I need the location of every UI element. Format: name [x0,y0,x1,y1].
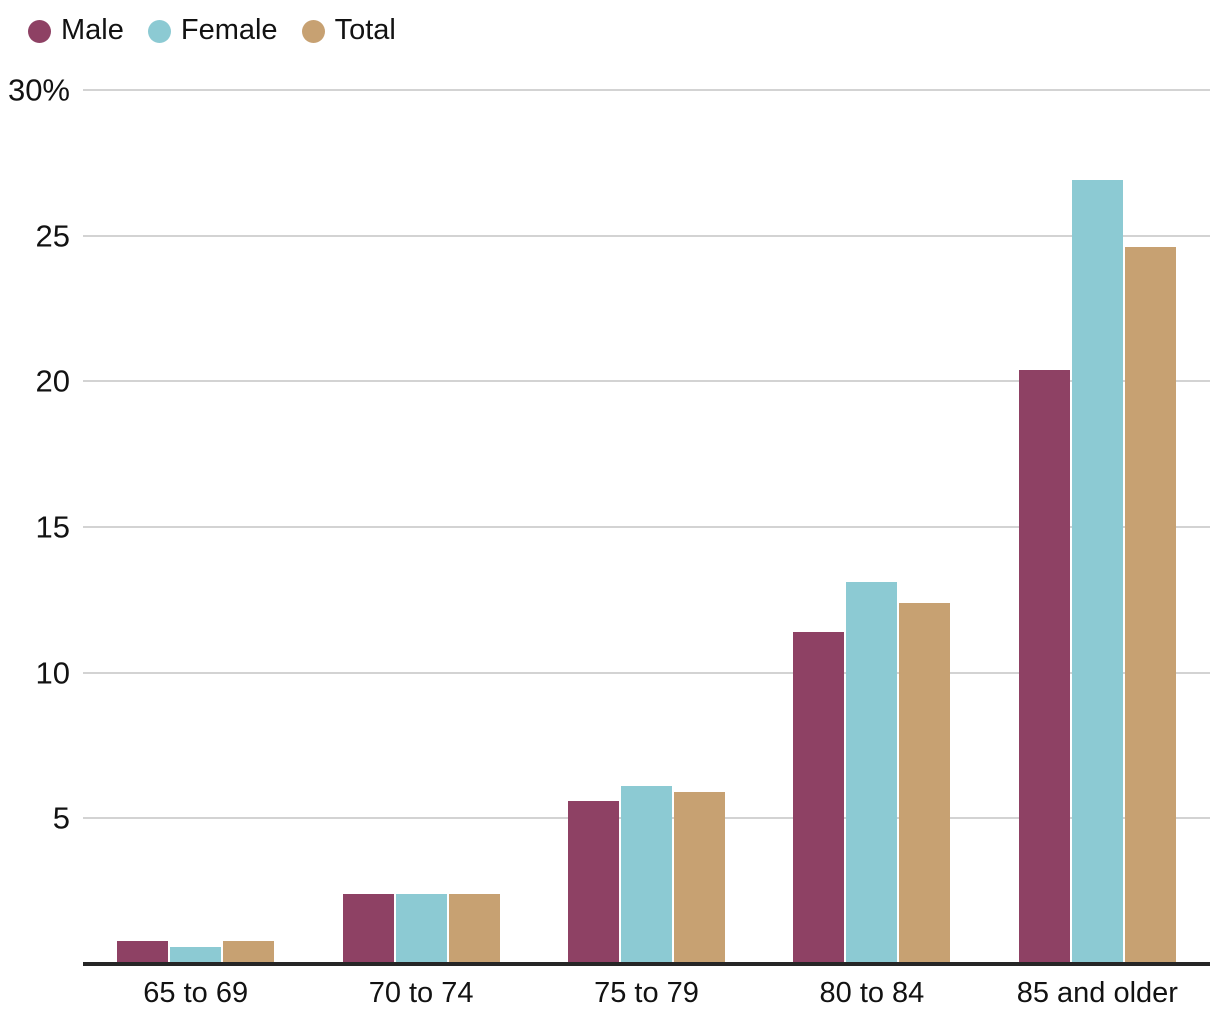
bar-group-65-to-69 [83,90,308,964]
legend-label: Male [61,14,124,46]
bar-total-65-to-69 [223,940,275,964]
bar-male-85-and-older [1018,369,1070,964]
bar-total-80-to-84 [899,602,951,964]
gridline-25 [83,234,1210,237]
legend-item-male: Male [28,16,124,47]
x-category-label: 85 and older [1016,977,1178,1009]
y-tick-label-15: 15 [35,509,70,545]
x-category-label: 65 to 69 [143,977,249,1009]
legend-item-total: Total [301,14,396,47]
bar-male-75-to-79 [568,800,620,964]
bar-total-85-and-older [1124,247,1176,964]
legend-dot-male [28,20,51,43]
bar-group-85-and-older [985,90,1210,964]
x-category-label: 70 to 74 [368,977,474,1009]
y-tick-label-20: 20 [35,363,70,399]
bar-female-85-and-older [1071,180,1123,964]
bar-male-80-to-84 [793,631,845,964]
legend-label: Female [180,14,278,46]
bar-female-70-to-74 [395,894,447,964]
x-category-label: 80 to 84 [819,977,925,1009]
bar-group-70-to-74 [308,90,533,964]
legend-item-female: Female [147,14,278,47]
bar-group-75-to-79 [534,90,759,964]
legend-dot-total [301,20,325,43]
bar-total-70-to-74 [448,894,500,964]
legend: Male Female Total [28,16,396,47]
bar-group-80-to-84 [759,90,984,964]
legend-label: Total [334,14,396,46]
gridline-10 [83,671,1210,674]
bar-female-75-to-79 [621,786,673,964]
x-axis-line [83,962,1210,966]
bar-male-65-to-69 [117,940,169,964]
y-tick-label-5: 5 [52,800,70,836]
bar-groups [83,90,1210,964]
plot-area [83,89,1210,964]
gridline-20 [83,380,1210,383]
bar-male-70-to-74 [342,894,394,964]
bar-female-65-to-69 [170,946,222,964]
y-tick-label-30: 30% [7,72,70,108]
legend-dot-female [147,20,171,43]
bar-female-80-to-84 [846,582,898,964]
gridline-30 [83,89,1210,91]
gridline-15 [83,526,1210,528]
bar-total-75-to-79 [674,792,726,964]
y-tick-label-25: 25 [35,218,70,254]
x-axis-category-labels: 65 to 69 70 to 74 75 to 79 80 to 84 85 and o… [83,976,1210,1011]
x-category-label: 75 to 79 [594,977,699,1009]
y-tick-label-10: 10 [35,655,70,691]
